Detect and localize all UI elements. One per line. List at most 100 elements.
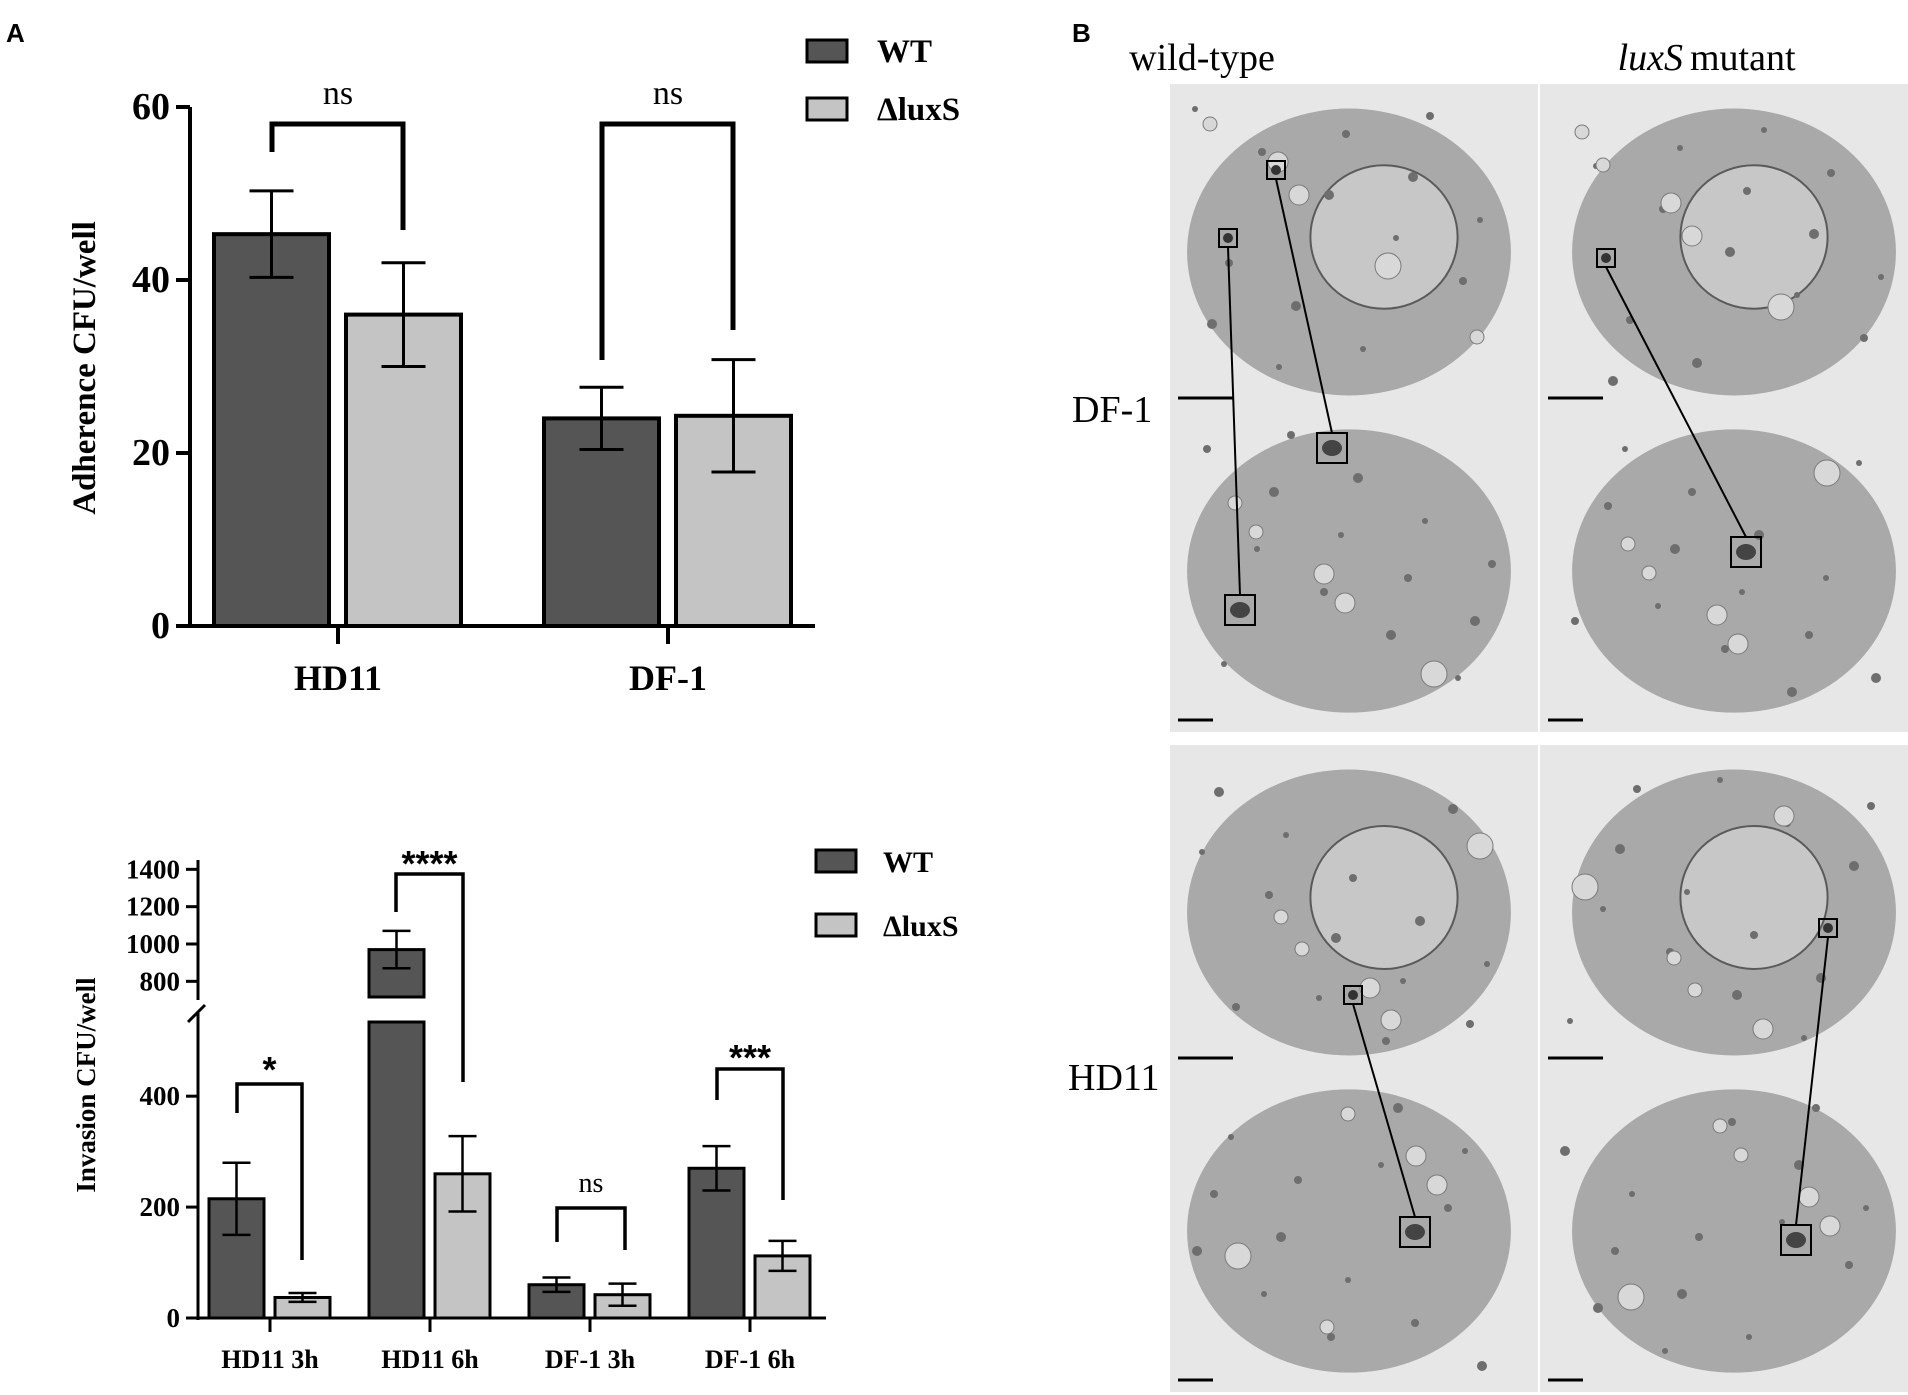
row-label-hd11: HD11: [1068, 1057, 1159, 1099]
em-granule: [1725, 247, 1735, 257]
em-vacuole: [1248, 524, 1264, 540]
col-header-mutant: mutant: [1690, 37, 1796, 79]
em-granule: [1860, 334, 1868, 342]
em-granule: [1203, 445, 1211, 453]
em-nucleus: [1309, 164, 1459, 310]
em-vacuole: [1666, 950, 1682, 966]
em-granule: [1228, 1134, 1234, 1140]
x-tick-label: HD11 3h: [221, 1345, 319, 1374]
em-granule: [1721, 645, 1729, 653]
em-granule: [1728, 1118, 1736, 1126]
em-vacuole: [1469, 329, 1485, 345]
panel-b-label: B: [1072, 18, 1091, 48]
em-vacuole: [1733, 1147, 1749, 1163]
y-axis-label: Invasion CFU/well: [71, 977, 101, 1193]
em-vacuole: [1681, 225, 1703, 247]
em-granule: [1567, 1018, 1573, 1024]
em-vacuole: [1380, 1009, 1402, 1031]
em-granule: [1633, 785, 1641, 793]
bar-wt: [687, 1166, 746, 1320]
em-granule: [1415, 916, 1425, 926]
significance-bracket: [715, 1067, 785, 1200]
em-granule: [1378, 1162, 1384, 1168]
significance-label: ns: [653, 75, 683, 112]
em-vacuole: [1319, 1319, 1335, 1335]
em-vacuole: [1359, 977, 1381, 999]
em-vacuole: [1617, 1283, 1645, 1311]
significance-label: ***: [729, 1037, 771, 1078]
adherence-chart: 0 20 40 60 Adherence CFU/well HD11 ns DF-1 ns WT Δ…: [67, 34, 960, 698]
em-granule: [1809, 229, 1819, 239]
em-granule: [1695, 1233, 1703, 1241]
legend-label-luxs: ΔluxS: [877, 92, 960, 128]
legend-label-wt: WT: [883, 846, 933, 879]
em-granule: [1324, 190, 1334, 200]
em-bacterium: [1601, 253, 1611, 263]
em-granule: [1345, 1277, 1351, 1283]
em-granule: [1338, 532, 1344, 538]
em-vacuole: [1660, 192, 1682, 214]
em-bacterium: [1348, 990, 1358, 1000]
em-granule: [1462, 1148, 1468, 1154]
em-granule: [1291, 301, 1301, 311]
em-granule: [1353, 473, 1363, 483]
em-granule: [1779, 1219, 1785, 1225]
em-granule: [1856, 460, 1862, 466]
em-granule: [1750, 931, 1758, 939]
em-granule: [1408, 172, 1418, 182]
y-tick-label: 20: [132, 432, 170, 474]
y-tick-label: 400: [140, 1081, 181, 1111]
em-granule: [1199, 849, 1205, 855]
em-granule: [1316, 995, 1322, 1001]
em-vacuole: [1273, 909, 1289, 925]
em-granule: [1871, 673, 1881, 683]
significance-label: ns: [323, 75, 353, 112]
em-granule: [1470, 616, 1480, 626]
em-granule: [1863, 1205, 1869, 1211]
em-bacterium: [1223, 233, 1233, 243]
em-granule: [1265, 891, 1273, 899]
em-zoom-box-large: [1730, 536, 1762, 568]
em-granule: [1287, 431, 1295, 439]
em-cell-body: [1187, 429, 1511, 713]
em-granule: [1677, 145, 1683, 151]
significance-label: ns: [579, 1168, 604, 1199]
em-zoom-connector: [1275, 178, 1333, 434]
em-vacuole: [1819, 1215, 1841, 1237]
em-granule: [1677, 1289, 1687, 1299]
col-header-luxs-italic: luxS: [1618, 37, 1683, 79]
em-granule: [1254, 546, 1260, 552]
em-vacuole: [1706, 604, 1728, 626]
em-granule: [1276, 364, 1282, 370]
em-vacuole: [1405, 1145, 1427, 1167]
legend-swatch-luxs: [814, 912, 858, 938]
em-granule: [1393, 1103, 1403, 1113]
em-granule: [1849, 861, 1859, 871]
significance-bracket: [269, 121, 406, 230]
em-granule: [1214, 787, 1224, 797]
em-granule: [1604, 502, 1612, 510]
em-granule: [1484, 961, 1490, 967]
em-granule: [1754, 530, 1764, 540]
y-tick-label: 1000: [126, 929, 180, 959]
em-granule: [1192, 106, 1198, 112]
legend-swatch-wt: [814, 848, 858, 874]
em-bacterium-zoomed: [1322, 440, 1342, 456]
em-granule: [1331, 933, 1341, 943]
em-granule: [1787, 687, 1797, 697]
em-vacuole: [1620, 536, 1636, 552]
em-vacuole: [1767, 293, 1795, 321]
em-granule: [1207, 319, 1217, 329]
em-granule: [1386, 630, 1396, 640]
em-granule: [1382, 1037, 1390, 1045]
em-granule: [1845, 1261, 1853, 1269]
y-tick-label: 200: [140, 1192, 181, 1222]
em-vacuole: [1426, 1174, 1448, 1196]
em-granule: [1867, 802, 1875, 810]
legend-swatch-luxs: [805, 96, 849, 122]
em-granule: [1732, 990, 1742, 1000]
col-header-wildtype: wild-type: [1129, 37, 1275, 79]
em-vacuole: [1227, 495, 1243, 511]
em-granule: [1743, 187, 1751, 195]
